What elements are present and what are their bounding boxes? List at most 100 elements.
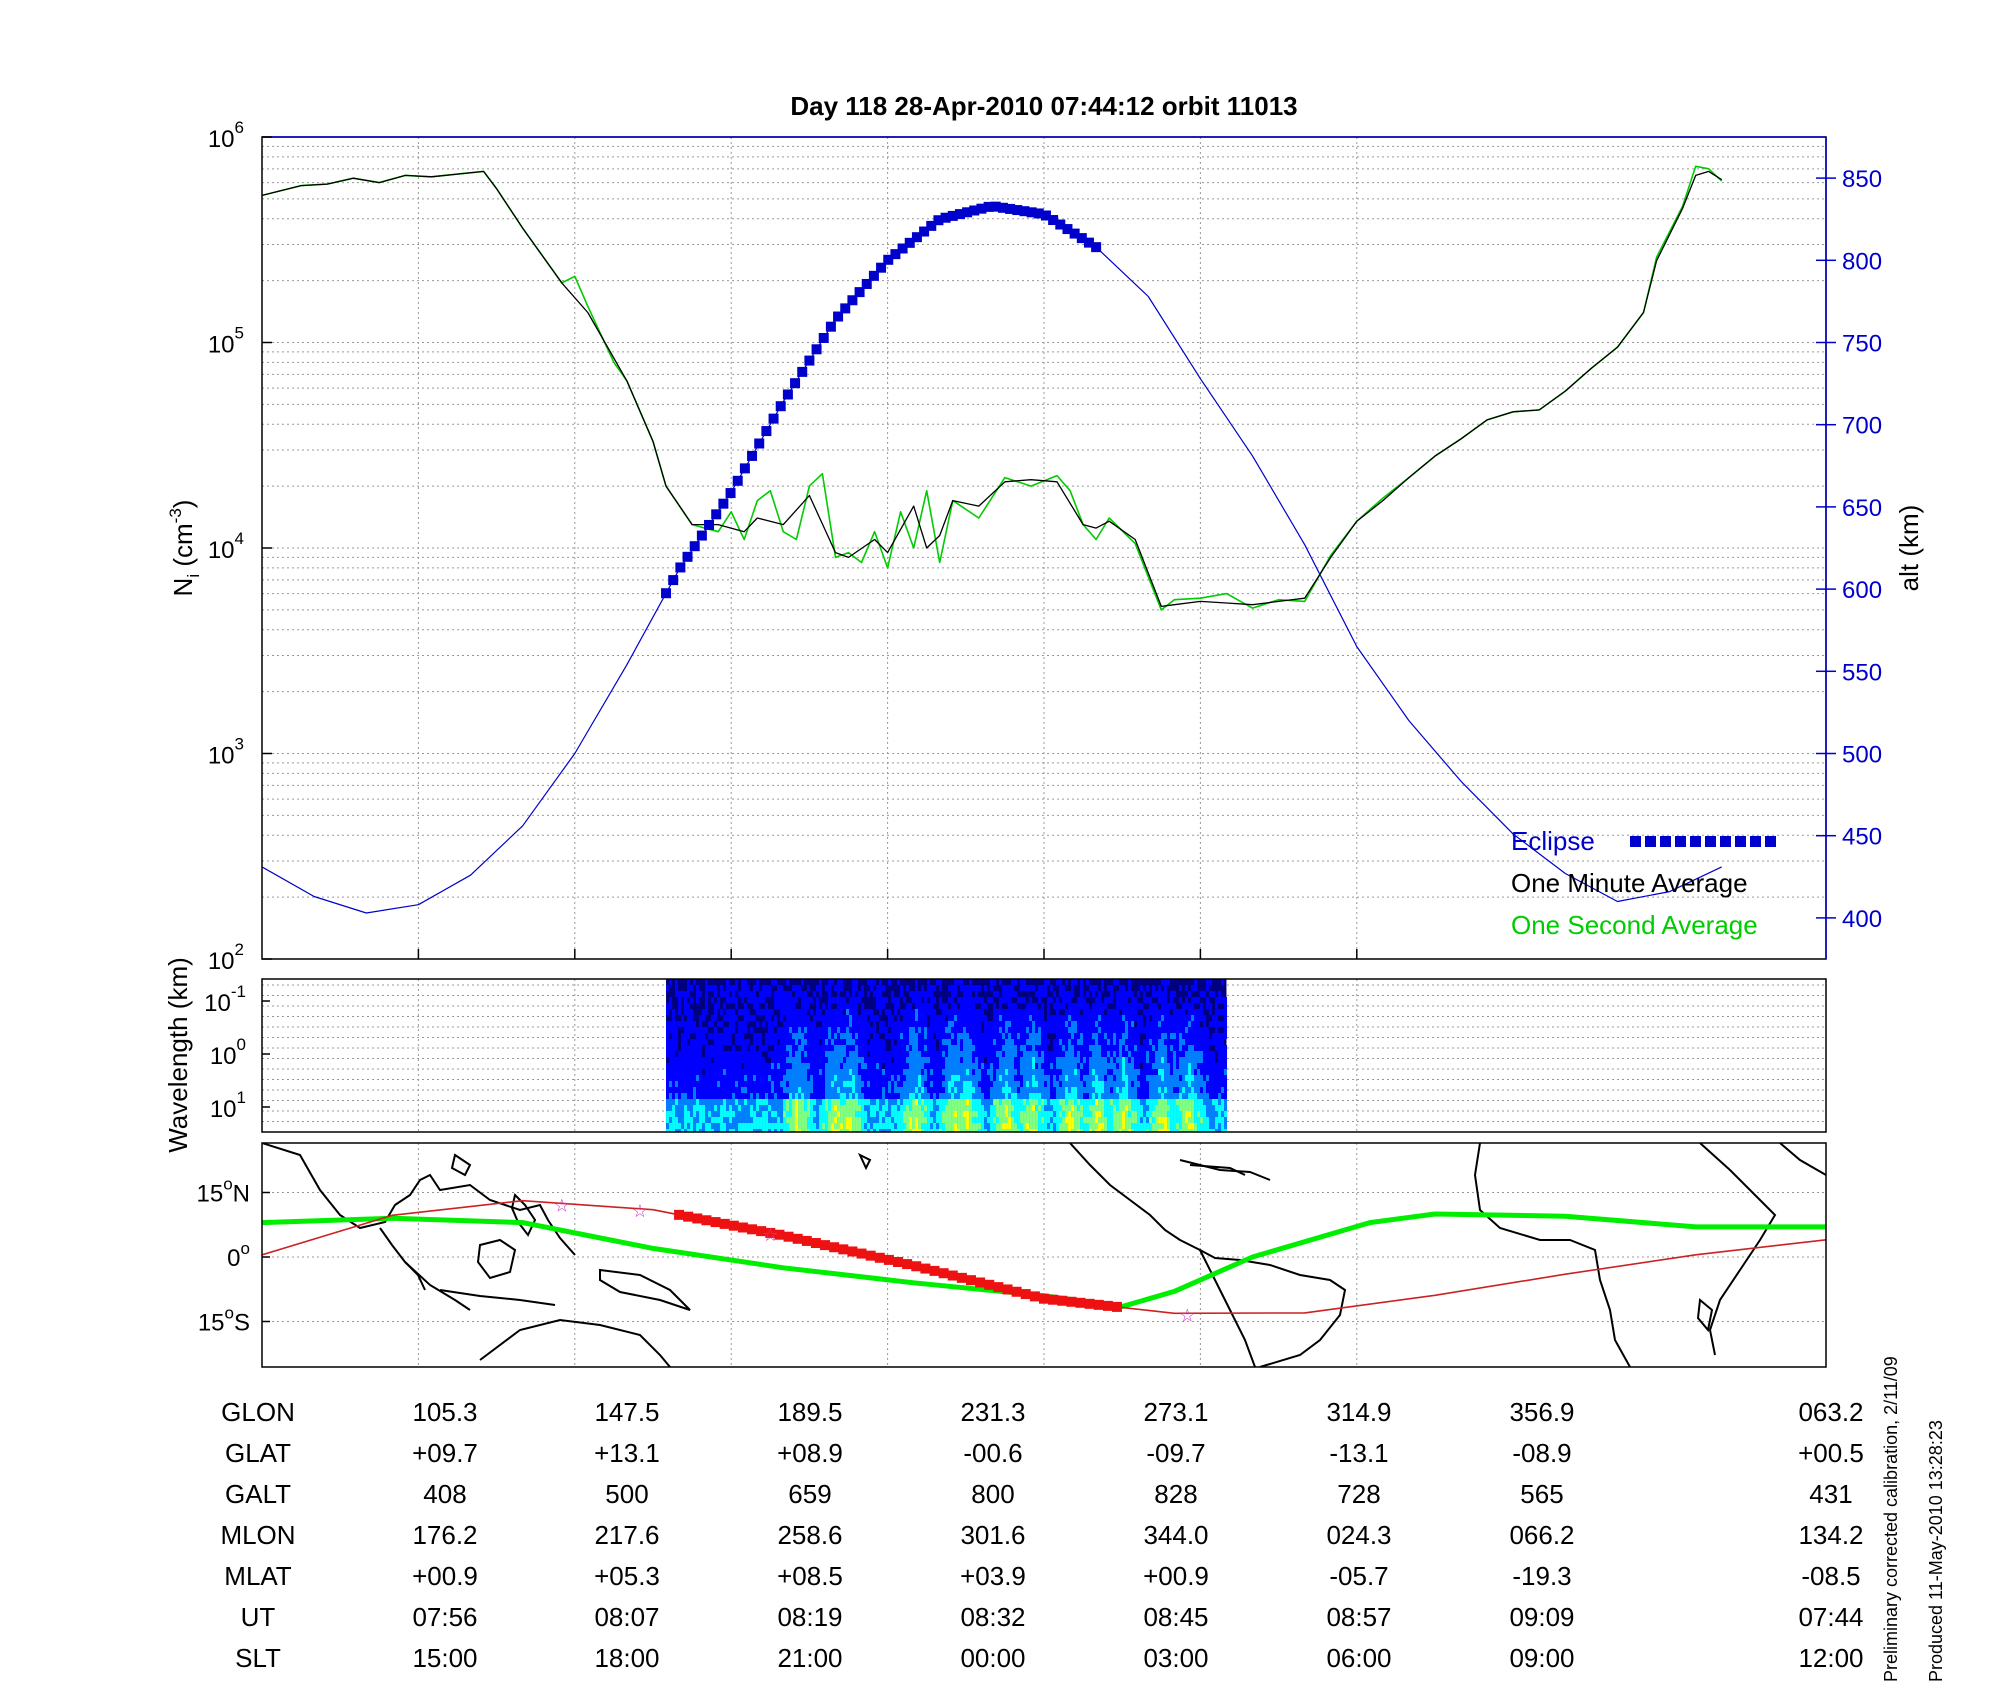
spec-cell	[1191, 1069, 1195, 1075]
spec-cell	[1104, 1069, 1108, 1075]
spec-cell	[831, 1051, 835, 1057]
spec-cell	[1026, 1123, 1030, 1129]
spec-cell	[1038, 1039, 1042, 1045]
spec-cell	[831, 1015, 835, 1021]
spec-cell	[1041, 1063, 1045, 1069]
spec-cell	[876, 1015, 880, 1021]
spec-cell	[837, 1057, 841, 1063]
spec-cell	[780, 1087, 784, 1093]
spec-cell	[1212, 1033, 1216, 1039]
spec-cell	[669, 1045, 673, 1051]
spec-cell	[921, 1015, 925, 1021]
map-eclipse-marker	[1039, 1293, 1049, 1304]
spec-cell	[852, 1027, 856, 1033]
spec-cell	[1113, 1051, 1117, 1057]
spec-cell	[891, 997, 895, 1003]
info-table: GLONGLATGALTMLONMLATUTSLT105.3+09.740817…	[220, 1397, 1863, 1673]
spec-cell	[822, 1117, 826, 1123]
spec-cell	[906, 1093, 910, 1099]
spec-cell	[813, 1117, 817, 1123]
spec-cell	[1218, 1093, 1222, 1099]
spec-cell	[861, 1033, 865, 1039]
spec-cell	[1107, 1123, 1111, 1129]
spec-cell	[759, 1051, 763, 1057]
spec-cell	[1056, 997, 1060, 1003]
spec-cell	[729, 1015, 733, 1021]
spec-cell	[1146, 1081, 1150, 1087]
spec-cell	[690, 1045, 694, 1051]
spec-cell	[1143, 1087, 1147, 1093]
spec-cell	[957, 1063, 961, 1069]
spec-cell	[1041, 1069, 1045, 1075]
spec-cell	[849, 1015, 853, 1021]
spec-cell	[1134, 1063, 1138, 1069]
spec-cell	[1128, 1063, 1132, 1069]
spec-cell	[1065, 1093, 1069, 1099]
spec-cell	[966, 1105, 970, 1111]
spec-cell	[816, 1099, 820, 1105]
spec-cell	[837, 1027, 841, 1033]
spec-cell	[846, 1021, 850, 1027]
spec-cell	[1167, 1057, 1171, 1063]
spec-cell	[1113, 1075, 1117, 1081]
spec-cell	[1083, 1015, 1087, 1021]
spec-cell	[777, 1099, 781, 1105]
spec-cell	[1194, 1117, 1198, 1123]
spec-cell	[762, 1105, 766, 1111]
spec-cell	[954, 1129, 958, 1132]
spec-cell	[954, 1063, 958, 1069]
spec-cell	[1050, 1027, 1054, 1033]
spec-cell	[978, 1015, 982, 1021]
spec-cell	[1188, 1009, 1192, 1015]
map-eclipse-marker	[920, 1263, 931, 1274]
spec-cell	[1050, 985, 1054, 991]
spec-cell	[1068, 1003, 1072, 1009]
spec-cell	[924, 997, 928, 1003]
spec-cell	[1224, 1033, 1228, 1039]
spec-cell	[1185, 1015, 1189, 1021]
spec-cell	[897, 1027, 901, 1033]
spec-cell	[1092, 1105, 1096, 1111]
spec-cell	[1185, 1069, 1189, 1075]
eclipse-marker	[668, 575, 679, 586]
spec-cell	[1107, 1051, 1111, 1057]
spec-cell	[798, 1021, 802, 1027]
spec-cell	[894, 1063, 898, 1069]
map-eclipse-marker	[1020, 1289, 1031, 1300]
spec-cell	[771, 1069, 775, 1075]
spec-cell	[1116, 1111, 1120, 1117]
spec-cell	[828, 1033, 832, 1039]
spec-cell	[1203, 1099, 1207, 1105]
spec-cell	[894, 1087, 898, 1093]
spec-cell	[1224, 1075, 1228, 1081]
spec-cell	[1062, 1027, 1066, 1033]
spec-cell	[1074, 1045, 1078, 1051]
spec-cell	[822, 1099, 826, 1105]
spec-cell	[822, 1069, 826, 1075]
spec-cell	[1038, 1009, 1042, 1015]
spec-cell	[669, 1111, 673, 1117]
spec-cell	[1185, 1087, 1189, 1093]
spec-cell	[1224, 997, 1228, 1003]
spec-cell	[825, 1009, 829, 1015]
spec-cell	[834, 1105, 838, 1111]
spec-cell	[1125, 1033, 1129, 1039]
spec-cell	[693, 1045, 697, 1051]
spec-cell	[1032, 1045, 1036, 1051]
spec-cell	[789, 1099, 793, 1105]
spec-cell	[834, 1051, 838, 1057]
spec-cell	[1140, 985, 1144, 991]
spec-cell	[975, 1021, 979, 1027]
spec-cell	[1146, 1063, 1150, 1069]
spec-cell	[1050, 1123, 1054, 1129]
spec-cell	[720, 1093, 724, 1099]
spec-cell	[1116, 1045, 1120, 1051]
coastline-philippines	[510, 1193, 537, 1237]
spec-cell	[1164, 1057, 1168, 1063]
spec-cell	[783, 1129, 787, 1132]
spec-cell	[999, 1009, 1003, 1015]
spec-cell	[834, 1027, 838, 1033]
spec-cell	[1119, 1063, 1123, 1069]
spec-cell	[840, 1033, 844, 1039]
spec-cell	[672, 1009, 676, 1015]
